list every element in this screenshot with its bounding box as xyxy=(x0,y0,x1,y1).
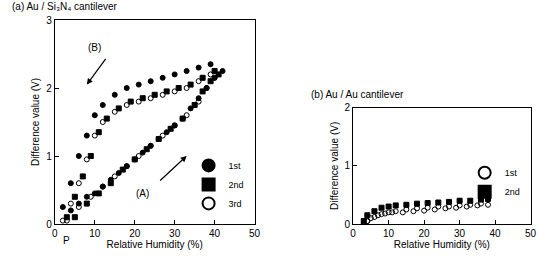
svg-text:20: 20 xyxy=(129,228,141,239)
svg-text:2nd: 2nd xyxy=(229,180,244,190)
svg-text:40: 40 xyxy=(209,228,221,239)
svg-text:40: 40 xyxy=(490,228,502,239)
svg-text:0: 0 xyxy=(350,228,356,239)
svg-text:1st: 1st xyxy=(229,161,242,171)
svg-text:30: 30 xyxy=(454,228,466,239)
svg-text:2: 2 xyxy=(345,102,351,113)
svg-text:20: 20 xyxy=(419,228,431,239)
svg-text:Difference value (V): Difference value (V) xyxy=(30,78,41,166)
svg-text:(B): (B) xyxy=(88,42,101,53)
svg-text:10: 10 xyxy=(383,228,395,239)
svg-text:1: 1 xyxy=(345,160,351,171)
svg-text:P: P xyxy=(63,235,70,246)
svg-text:Relative Humidity (%): Relative Humidity (%) xyxy=(107,239,203,250)
svg-text:0: 0 xyxy=(345,219,351,230)
svg-text:(A): (A) xyxy=(136,188,149,199)
svg-text:(a) Au / Si₃N₄ cantilever: (a) Au / Si₃N₄ cantilever xyxy=(12,1,118,12)
svg-text:2nd: 2nd xyxy=(505,187,520,197)
svg-text:(b) Au / Au cantilever: (b) Au / Au cantilever xyxy=(311,89,404,100)
svg-text:10: 10 xyxy=(89,228,101,239)
svg-text:1: 1 xyxy=(46,151,52,162)
svg-text:3: 3 xyxy=(46,15,52,26)
svg-text:2: 2 xyxy=(46,83,52,94)
svg-text:0: 0 xyxy=(52,228,58,239)
svg-text:50: 50 xyxy=(249,228,261,239)
svg-text:50: 50 xyxy=(525,228,537,239)
svg-text:1st: 1st xyxy=(505,168,518,178)
svg-text:30: 30 xyxy=(169,228,181,239)
svg-text:Relative Humidity (%): Relative Humidity (%) xyxy=(394,239,490,250)
svg-text:3rd: 3rd xyxy=(229,199,242,209)
svg-text:Difference value (V): Difference value (V) xyxy=(329,122,340,210)
svg-text:0: 0 xyxy=(46,219,52,230)
